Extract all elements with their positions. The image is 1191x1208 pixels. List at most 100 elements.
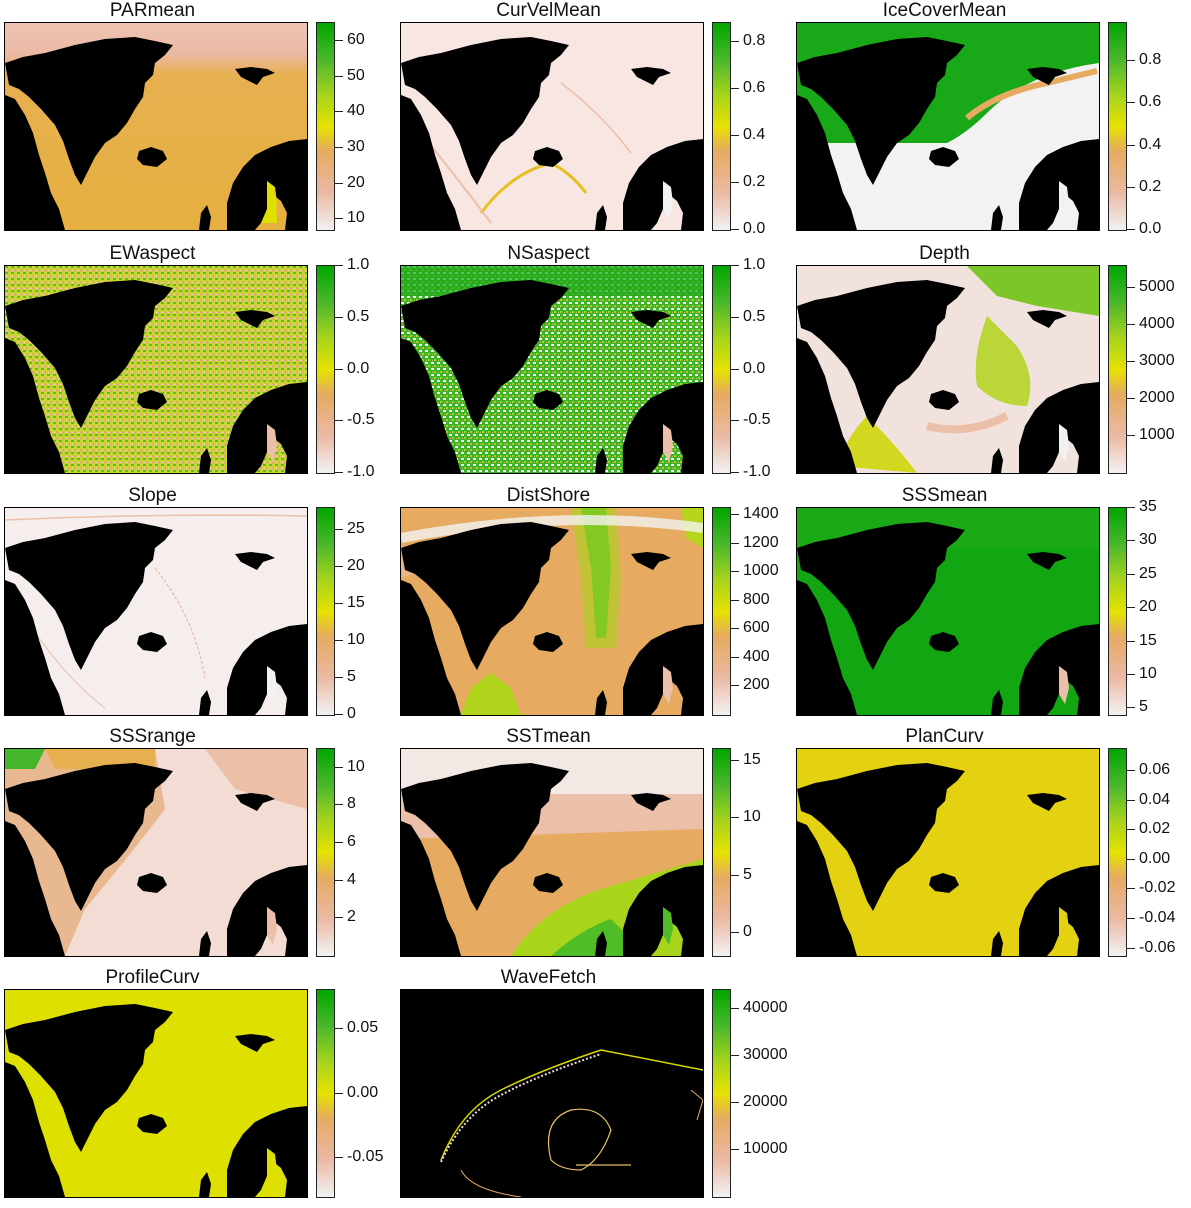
panel-title: PlanCurv <box>905 726 984 747</box>
colorbar-tick <box>335 842 343 844</box>
colorbar-tick <box>731 181 739 183</box>
colorbar-tick-label: 0.4 <box>1139 135 1162 153</box>
colorbar-tick <box>335 603 343 605</box>
map-panel-parmean: PARmean 60 50 40 30 20 10 <box>0 0 397 241</box>
map-panel-profilecurv: ProfileCurv 0.05 0.00 -0.05 <box>0 967 397 1208</box>
colorbar-tick-label: -0.5 <box>347 411 375 429</box>
colorbar-tick <box>1127 888 1135 890</box>
colorbar-tick-label: 15 <box>1139 631 1157 649</box>
map-panel-depth: Depth 5000 4000 3000 2000 1000 <box>792 243 1189 484</box>
colorbar-tick-label: 1000 <box>743 562 779 580</box>
colorbar-tick <box>1127 507 1135 508</box>
map-panel-distshore: DistShore 1400 1200 1000 800 600 400 200 <box>396 485 793 726</box>
colorbar-tick <box>1127 858 1135 860</box>
map-raster <box>796 748 1100 957</box>
colorbar-legend <box>712 265 731 474</box>
panel-title: Slope <box>128 485 177 506</box>
map-raster <box>400 265 704 474</box>
map-raster <box>4 265 308 474</box>
colorbar-tick-label: 0.0 <box>1139 220 1162 237</box>
colorbar-tick <box>335 146 343 148</box>
map-panel-ewaspect: EWaspect 1.0 0.5 0.0 -0.5 -1.0 <box>0 243 397 484</box>
colorbar-tick-label: -0.06 <box>1139 938 1176 956</box>
colorbar-tick <box>1127 607 1135 609</box>
map-panel-plancurv: PlanCurv 0.06 0.04 0.02 0.00 -0.02 -0.04 -0.06 <box>792 726 1189 967</box>
colorbar-legend <box>316 22 335 231</box>
panel-title: SSSrange <box>109 726 196 747</box>
colorbar-tick-label: 5 <box>743 865 752 883</box>
panel-title: DistShore <box>506 485 591 506</box>
colorbar-legend <box>1108 265 1127 474</box>
map-panel-wavefetch: WaveFetch 40000 30000 20000 10000 <box>396 967 793 1208</box>
colorbar-tick <box>335 1157 343 1159</box>
colorbar-tick-label: 40000 <box>743 998 788 1016</box>
colorbar-tick <box>1127 829 1135 831</box>
colorbar-tick <box>731 817 739 818</box>
panel-title: SSTmean <box>506 726 591 747</box>
colorbar-tick-label: 0.05 <box>347 1018 379 1036</box>
colorbar-legend <box>1108 22 1127 231</box>
colorbar-tick-label: 5000 <box>1139 278 1175 296</box>
colorbar-tick <box>1127 287 1135 289</box>
colorbar-tick <box>731 265 739 266</box>
panel-title: NSaspect <box>507 243 590 264</box>
colorbar-tick-label: 6 <box>347 833 356 851</box>
colorbar-tick-label: 10 <box>1139 664 1157 682</box>
map-raster <box>400 748 704 957</box>
colorbar-tick <box>731 1007 739 1009</box>
colorbar-tick-label: 0.8 <box>1139 51 1162 69</box>
panel-title: CurVelMean <box>496 0 601 21</box>
colorbar-tick-label: -1.0 <box>347 463 375 480</box>
colorbar-tick-label: 20 <box>347 173 365 191</box>
colorbar-tick <box>1127 799 1135 801</box>
colorbar-tick-label: 1400 <box>743 505 779 523</box>
panel-title: EWaspect <box>109 243 196 264</box>
colorbar-tick <box>731 656 739 658</box>
colorbar-tick-label: 1.0 <box>347 256 370 273</box>
colorbar-tick-label: -0.5 <box>743 411 771 429</box>
colorbar-tick-label: 1200 <box>743 533 779 551</box>
colorbar-legend <box>1108 748 1127 957</box>
colorbar-tick-label: 30 <box>1139 531 1157 549</box>
colorbar-tick <box>1127 144 1135 146</box>
colorbar-tick <box>731 1148 739 1150</box>
colorbar-tick <box>731 420 739 422</box>
colorbar-tick <box>1127 540 1135 542</box>
colorbar-tick <box>731 932 739 933</box>
colorbar-tick <box>731 571 739 573</box>
colorbar-tick <box>335 472 343 473</box>
colorbar-tick <box>335 420 343 422</box>
colorbar-tick-label: -0.02 <box>1139 879 1176 897</box>
colorbar-tick-label: 0.0 <box>743 220 766 237</box>
colorbar-tick-label: 200 <box>743 676 770 694</box>
colorbar-tick-label: 30000 <box>743 1045 788 1063</box>
colorbar-tick <box>335 182 343 184</box>
colorbar-tick <box>335 917 343 919</box>
colorbar-tick <box>335 640 343 642</box>
colorbar-legend <box>316 989 335 1198</box>
colorbar-tick <box>1127 947 1135 949</box>
colorbar-tick <box>731 542 739 544</box>
map-panel-slope: Slope 25 20 15 10 5 0 <box>0 485 397 726</box>
colorbar-tick <box>731 1054 739 1056</box>
colorbar-legend <box>712 22 731 231</box>
colorbar-tick <box>731 685 739 687</box>
colorbar-tick <box>731 316 739 318</box>
colorbar-tick <box>335 677 343 679</box>
colorbar-tick <box>1127 229 1135 230</box>
colorbar-tick-label: 0.6 <box>743 78 766 96</box>
map-raster <box>400 989 704 1198</box>
colorbar-tick-label: 40 <box>347 102 365 120</box>
colorbar-tick-label: 1.0 <box>743 256 766 273</box>
colorbar-tick-label: 0.00 <box>347 1083 379 1101</box>
map-raster <box>796 265 1100 474</box>
colorbar-tick <box>731 87 739 89</box>
colorbar-tick <box>731 599 739 601</box>
panel-title: IceCoverMean <box>882 0 1007 21</box>
colorbar-tick-label: 0.5 <box>743 307 766 325</box>
colorbar-tick <box>1127 707 1135 709</box>
colorbar-tick <box>335 1027 343 1029</box>
map-raster <box>4 507 308 716</box>
colorbar-tick-label: 20 <box>347 557 365 575</box>
colorbar-tick <box>1127 573 1135 575</box>
